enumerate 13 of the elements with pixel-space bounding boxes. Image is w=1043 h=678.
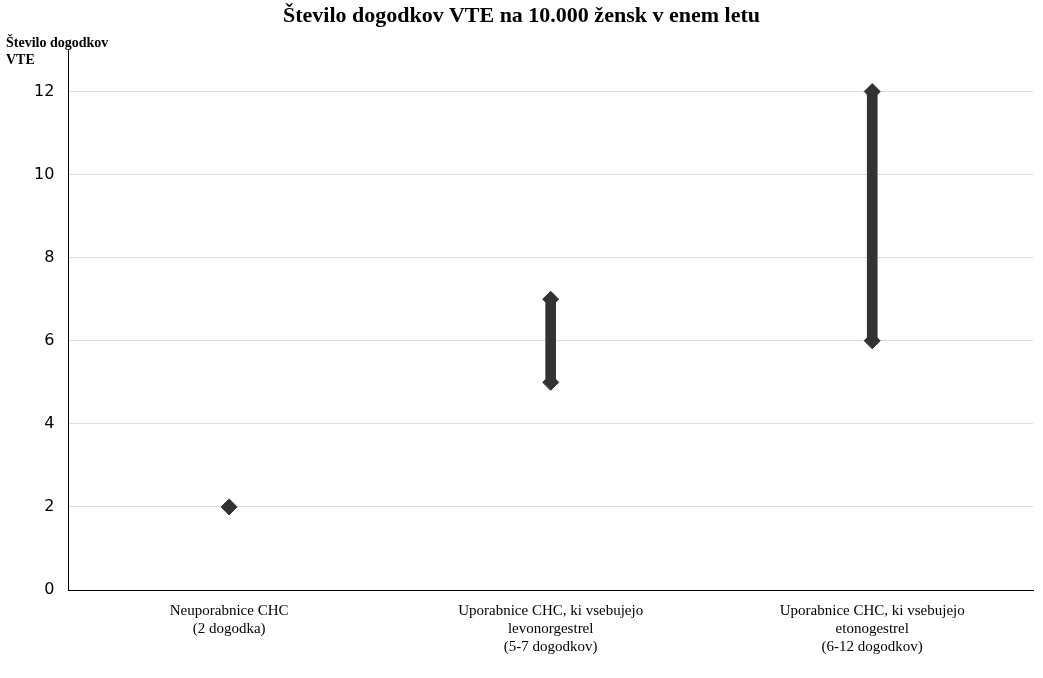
y-tick-label: 10 xyxy=(34,163,55,183)
point xyxy=(220,498,238,516)
x-tick-label: Uporabnice CHC, ki vsebujejo levonorgestrel (5-7 dogodkov) xyxy=(458,601,644,655)
y-tick-label: 12 xyxy=(34,80,55,100)
y-tick-label: 0 xyxy=(44,579,55,599)
chart-title: Število dogodkov VTE na 10.000 žensk v enem letu xyxy=(282,2,761,28)
y-tick-label: 6 xyxy=(44,329,55,349)
y-tick-label: 4 xyxy=(44,413,55,432)
x-tick-label: Neuporabnice CHC (2 dogodka) xyxy=(169,601,289,637)
y-tick-label: 8 xyxy=(44,246,55,266)
x-tick-label: Uporabnice CHC, ki vsebujejo etonogestrel (6-12 dogodkov) xyxy=(779,601,965,655)
y-tick-label: 2 xyxy=(44,496,55,516)
y-axis-title: Število dogodkov VTE xyxy=(6,34,110,68)
